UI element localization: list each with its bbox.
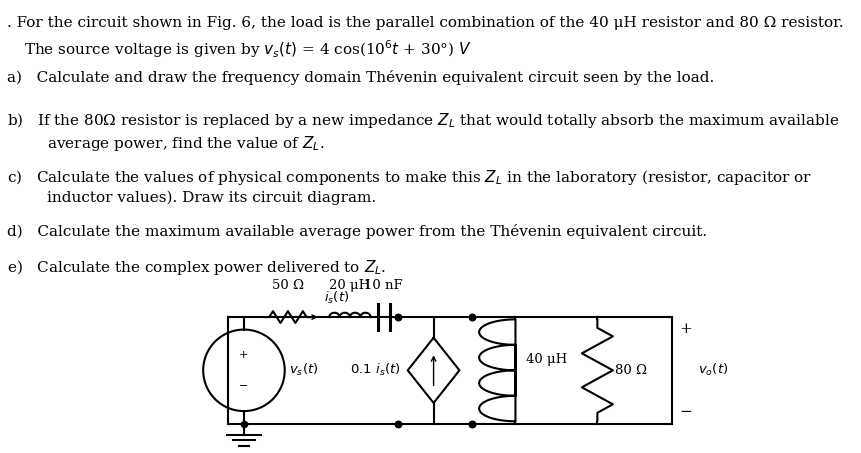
Text: inductor values). Draw its circuit diagram.: inductor values). Draw its circuit diagr… <box>47 190 376 205</box>
Text: +: + <box>678 322 691 336</box>
Text: $i_s(t)$: $i_s(t)$ <box>324 289 349 306</box>
Text: b)   If the 80Ω resistor is replaced by a new impedance $Z_L$ that would totally: b) If the 80Ω resistor is replaced by a … <box>7 111 839 130</box>
Text: +: + <box>239 350 248 360</box>
Text: . For the circuit shown in Fig. 6, the load is the parallel combination of the 4: . For the circuit shown in Fig. 6, the l… <box>7 16 843 30</box>
Text: $0.1\ i_s(t)$: $0.1\ i_s(t)$ <box>350 362 400 378</box>
Text: 50 Ω: 50 Ω <box>271 279 304 292</box>
Text: d)   Calculate the maximum available average power from the Thévenin equivalent : d) Calculate the maximum available avera… <box>7 224 706 239</box>
Text: 40 μH: 40 μH <box>525 352 567 366</box>
Text: −: − <box>239 381 248 391</box>
Text: 10 nF: 10 nF <box>364 279 402 292</box>
Text: c)   Calculate the values of physical components to make this $Z_L$ in the labor: c) Calculate the values of physical comp… <box>7 168 811 187</box>
Text: $v_s(t)$: $v_s(t)$ <box>288 362 318 378</box>
Text: a)   Calculate and draw the frequency domain Thévenin equivalent circuit seen by: a) Calculate and draw the frequency doma… <box>7 70 713 85</box>
Text: e)   Calculate the complex power delivered to $Z_L$.: e) Calculate the complex power delivered… <box>7 258 386 277</box>
Text: average power, find the value of $Z_L$.: average power, find the value of $Z_L$. <box>47 134 325 153</box>
Text: 80 Ω: 80 Ω <box>614 364 646 377</box>
Text: The source voltage is given by $v_s(t)$ = 4 cos(10$^6$$t$ + 30°) $V$: The source voltage is given by $v_s(t)$ … <box>24 39 471 60</box>
Text: −: − <box>678 405 691 419</box>
Text: $v_o(t)$: $v_o(t)$ <box>697 362 728 378</box>
Text: 20 μH: 20 μH <box>329 279 370 292</box>
